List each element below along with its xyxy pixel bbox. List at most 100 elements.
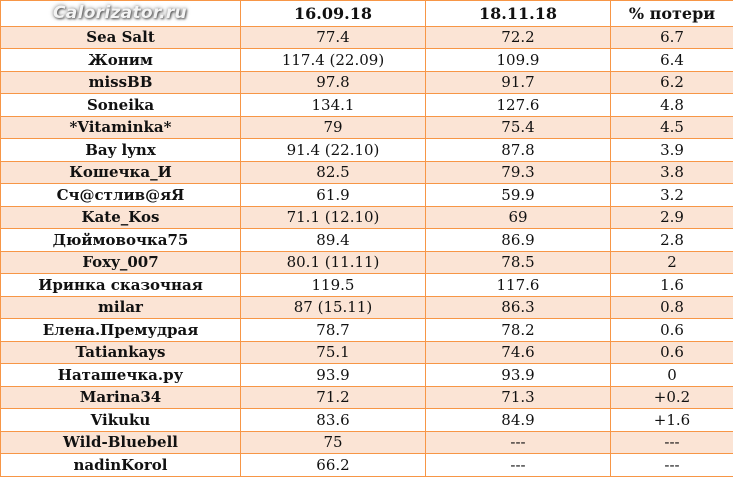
loss-percent: 2.8 bbox=[610, 228, 733, 252]
table-row: milar 87 (15.11) 86.3 0.8 bbox=[0, 295, 733, 319]
table-row: Wild-Bluebell 75 --- --- bbox=[0, 430, 733, 454]
participant-name: Wild-Bluebell bbox=[0, 430, 241, 454]
header-name bbox=[0, 0, 241, 27]
weight-end: 86.9 bbox=[425, 228, 611, 252]
weight-start: 134.1 bbox=[240, 93, 426, 117]
weight-start: 89.4 bbox=[240, 228, 426, 252]
weight-end: 59.9 bbox=[425, 183, 611, 207]
weight-end: --- bbox=[425, 453, 611, 477]
participant-name: nadinKorol bbox=[0, 453, 241, 477]
weight-start: 75 bbox=[240, 430, 426, 454]
loss-percent: 6.2 bbox=[610, 70, 733, 94]
loss-percent: 0 bbox=[610, 363, 733, 387]
weight-start: 93.9 bbox=[240, 363, 426, 387]
weight-end: 78.5 bbox=[425, 250, 611, 274]
weight-start: 80.1 (11.11) bbox=[240, 250, 426, 274]
weight-end: 117.6 bbox=[425, 273, 611, 297]
table-row: Сч@стлив@яЯ 61.9 59.9 3.2 bbox=[0, 183, 733, 207]
header-date-1: 16.09.18 bbox=[240, 0, 426, 27]
weight-start: 61.9 bbox=[240, 183, 426, 207]
weight-end: 72.2 bbox=[425, 25, 611, 49]
weight-start: 71.1 (12.10) bbox=[240, 205, 426, 229]
loss-percent: 3.8 bbox=[610, 160, 733, 184]
weight-end: 127.6 bbox=[425, 93, 611, 117]
weight-end: 71.3 bbox=[425, 385, 611, 409]
table-row: missBB 97.8 91.7 6.2 bbox=[0, 70, 733, 94]
weight-start: 117.4 (22.09) bbox=[240, 48, 426, 72]
weight-loss-table: 16.09.18 18.11.18 % потери Sea Salt 77.4 7… bbox=[0, 0, 733, 477]
table-row: Жоним 117.4 (22.09) 109.9 6.4 bbox=[0, 48, 733, 72]
participant-name: Kate_Kos bbox=[0, 205, 241, 229]
loss-percent: 3.2 bbox=[610, 183, 733, 207]
table-row: Kate_Kos 71.1 (12.10) 69 2.9 bbox=[0, 205, 733, 229]
participant-name: milar bbox=[0, 295, 241, 319]
loss-percent: 3.9 bbox=[610, 138, 733, 162]
table-row: *Vitaminka* 79 75.4 4.5 bbox=[0, 115, 733, 139]
weight-end: 74.6 bbox=[425, 340, 611, 364]
watermark: Calorizator.ru bbox=[53, 3, 187, 23]
participant-name: Кошечка_И bbox=[0, 160, 241, 184]
weight-start: 79 bbox=[240, 115, 426, 139]
participant-name: Bay lynx bbox=[0, 138, 241, 162]
loss-percent: 6.7 bbox=[610, 25, 733, 49]
weight-start: 66.2 bbox=[240, 453, 426, 477]
loss-percent: 4.5 bbox=[610, 115, 733, 139]
participant-name: Marina34 bbox=[0, 385, 241, 409]
participant-name: Дюймовочка75 bbox=[0, 228, 241, 252]
participant-name: Soneika bbox=[0, 93, 241, 117]
participant-name: missBB bbox=[0, 70, 241, 94]
table-row: Tatiankays 75.1 74.6 0.6 bbox=[0, 340, 733, 364]
table-row: Sea Salt 77.4 72.2 6.7 bbox=[0, 25, 733, 49]
weight-end: 109.9 bbox=[425, 48, 611, 72]
table-row: Bay lynx 91.4 (22.10) 87.8 3.9 bbox=[0, 138, 733, 162]
loss-percent: 0.8 bbox=[610, 295, 733, 319]
weight-start: 82.5 bbox=[240, 160, 426, 184]
loss-percent: 0.6 bbox=[610, 340, 733, 364]
loss-percent: +0.2 bbox=[610, 385, 733, 409]
loss-percent: 0.6 bbox=[610, 318, 733, 342]
weight-end: 69 bbox=[425, 205, 611, 229]
weight-start: 119.5 bbox=[240, 273, 426, 297]
participant-name: Сч@стлив@яЯ bbox=[0, 183, 241, 207]
table-row: Foxy_007 80.1 (11.11) 78.5 2 bbox=[0, 250, 733, 274]
weight-start: 78.7 bbox=[240, 318, 426, 342]
weight-start: 97.8 bbox=[240, 70, 426, 94]
weight-end: 84.9 bbox=[425, 408, 611, 432]
participant-name: Tatiankays bbox=[0, 340, 241, 364]
weight-start: 77.4 bbox=[240, 25, 426, 49]
participant-name: Наташечка.ру bbox=[0, 363, 241, 387]
participant-name: Иринка сказочная bbox=[0, 273, 241, 297]
loss-percent: 4.8 bbox=[610, 93, 733, 117]
participant-name: Елена.Премудрая bbox=[0, 318, 241, 342]
weight-start: 87 (15.11) bbox=[240, 295, 426, 319]
table-row: Елена.Премудрая 78.7 78.2 0.6 bbox=[0, 318, 733, 342]
loss-percent: --- bbox=[610, 430, 733, 454]
weight-end: 93.9 bbox=[425, 363, 611, 387]
loss-percent: +1.6 bbox=[610, 408, 733, 432]
table-row: Vikuku 83.6 84.9 +1.6 bbox=[0, 408, 733, 432]
loss-percent: --- bbox=[610, 453, 733, 477]
weight-start: 75.1 bbox=[240, 340, 426, 364]
table-row: nadinKorol 66.2 --- --- bbox=[0, 453, 733, 477]
weight-end: 91.7 bbox=[425, 70, 611, 94]
participant-name: Vikuku bbox=[0, 408, 241, 432]
participant-name: Жоним bbox=[0, 48, 241, 72]
header-date-2: 18.11.18 bbox=[425, 0, 611, 27]
weight-end: 78.2 bbox=[425, 318, 611, 342]
header-row: 16.09.18 18.11.18 % потери bbox=[0, 0, 733, 27]
participant-name: Foxy_007 bbox=[0, 250, 241, 274]
participant-name: *Vitaminka* bbox=[0, 115, 241, 139]
weight-end: --- bbox=[425, 430, 611, 454]
weight-end: 75.4 bbox=[425, 115, 611, 139]
loss-percent: 6.4 bbox=[610, 48, 733, 72]
loss-percent: 2 bbox=[610, 250, 733, 274]
table-row: Soneika 134.1 127.6 4.8 bbox=[0, 93, 733, 117]
loss-percent: 1.6 bbox=[610, 273, 733, 297]
weight-start: 83.6 bbox=[240, 408, 426, 432]
table-row: Иринка сказочная 119.5 117.6 1.6 bbox=[0, 273, 733, 297]
participant-name: Sea Salt bbox=[0, 25, 241, 49]
loss-percent: 2.9 bbox=[610, 205, 733, 229]
weight-end: 86.3 bbox=[425, 295, 611, 319]
table-row: Marina34 71.2 71.3 +0.2 bbox=[0, 385, 733, 409]
table-row: Кошечка_И 82.5 79.3 3.8 bbox=[0, 160, 733, 184]
